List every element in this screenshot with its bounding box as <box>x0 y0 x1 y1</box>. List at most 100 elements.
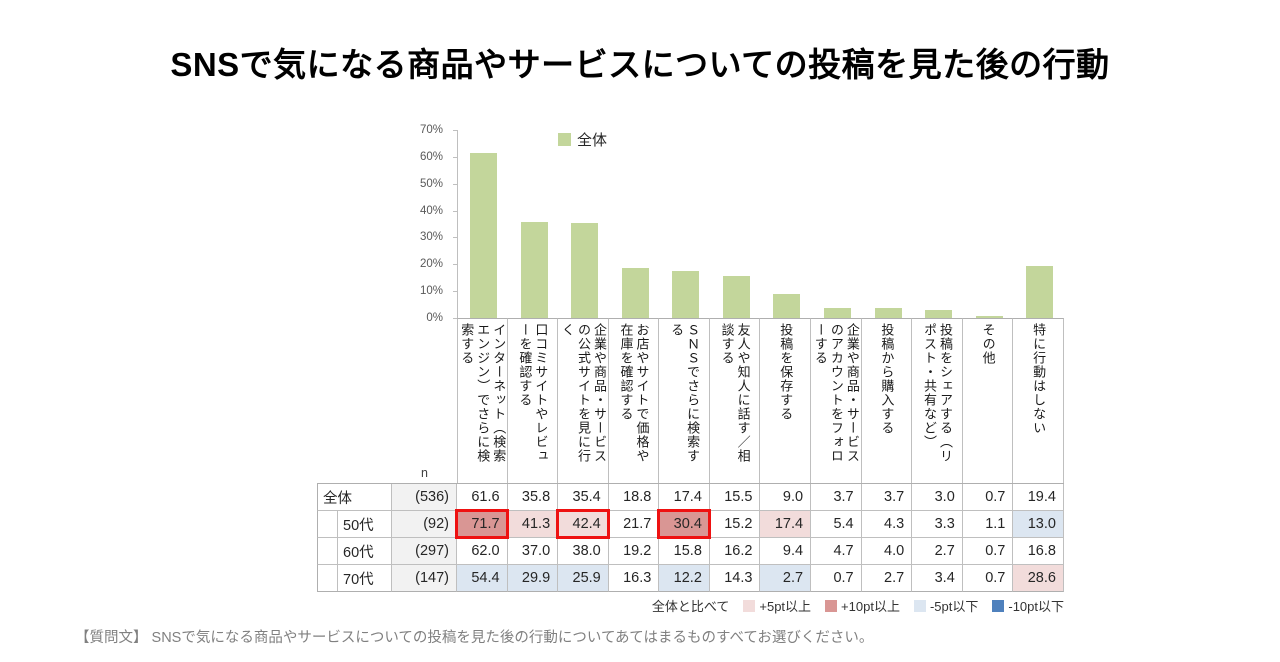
y-axis-label: 40% <box>419 204 443 217</box>
category-label: 企業や商品・サービスのアカウントをフォローする <box>812 323 860 463</box>
table-cell: 37.0 <box>507 538 559 565</box>
category-header-cell: 口コミサイトやレビューを確認する <box>507 318 559 483</box>
table-cell: 19.2 <box>608 538 660 565</box>
category-label: ＳＮＳでさらに検索する <box>669 323 701 463</box>
page-title: SNSで気になる商品やサービスについての投稿を見た後の行動 <box>170 46 1110 83</box>
category-label: お店やサイトで価格や在庫を確認する <box>618 323 650 463</box>
compare-legend-swatch-icon <box>743 599 756 612</box>
compare-legend-item: -5pt以下 <box>913 596 979 615</box>
table-n-value: (147) <box>392 565 457 592</box>
chart-legend-label: 全体 <box>577 132 608 149</box>
y-axis-label: 50% <box>419 177 443 190</box>
table-cell: 41.3 <box>507 511 559 538</box>
legend-color-icon <box>558 133 571 146</box>
chart-legend: 全体 <box>558 129 607 150</box>
table-row: 50代 (92) 71.7 41.3 42.4 21.7 30.4 15.2 17.4 5.4 4.… <box>317 509 1064 539</box>
y-axis-tick-icon <box>453 210 458 212</box>
row-indent <box>318 538 338 564</box>
y-axis-tick-icon <box>453 291 458 293</box>
footnote: 【質問文】 SNSで気になる商品やサービスについての投稿を見た後の行動についてあ… <box>75 630 874 646</box>
table-cell: 15.8 <box>659 538 710 565</box>
table-cell: 9.0 <box>760 484 812 511</box>
table-cell: 2.7 <box>861 565 913 592</box>
table-cell: 61.6 <box>457 484 508 511</box>
table-cell: 9.4 <box>760 538 812 565</box>
category-header-cell: ＳＮＳでさらに検索する <box>659 318 710 483</box>
table-cell: 21.7 <box>608 511 660 538</box>
table-cell: 42.4 <box>556 509 610 539</box>
table-cell: 4.0 <box>861 538 913 565</box>
table-cell: 3.7 <box>811 484 862 511</box>
table-cell: 1.1 <box>962 511 1014 538</box>
compare-legend: 全体と比べて +5pt以上 +10pt以上 -5pt以下 -10pt以下 <box>317 596 1064 615</box>
compare-legend-prefix: 全体と比べて <box>651 599 730 614</box>
table-cell: 16.3 <box>608 565 660 592</box>
table-cell: 12.2 <box>659 565 710 592</box>
row-indent <box>318 565 338 591</box>
y-axis-label: 70% <box>419 124 443 136</box>
table-n-label: n <box>421 466 428 480</box>
compare-legend-item-label: -5pt以下 <box>929 599 979 614</box>
category-label: 投稿をシェアする（リポスト・共有など） <box>921 323 953 463</box>
table-cell: 54.4 <box>457 565 508 592</box>
table-cell: 19.4 <box>1013 484 1064 511</box>
compare-legend-item: +10pt以上 <box>825 596 900 615</box>
category-header-cell: その他 <box>962 318 1014 483</box>
row-indent <box>318 511 338 537</box>
table-n-value: (297) <box>392 538 457 565</box>
compare-legend-item: -10pt以下 <box>992 596 1064 615</box>
table-cell: 2.7 <box>912 538 963 565</box>
chart-bar <box>874 308 902 318</box>
category-label: その他 <box>980 323 996 365</box>
y-axis-label: 20% <box>419 258 443 271</box>
highlight-red-box <box>455 509 509 539</box>
y-axis-tick-icon <box>453 156 458 158</box>
table-n-value: (92) <box>392 511 457 538</box>
table-header-row: n インターネット（検索エンジン）でさらに検索する 口コミサイトやレビューを確認す… <box>317 318 1064 483</box>
table-cell: 15.5 <box>709 484 761 511</box>
table-cell: 4.3 <box>861 511 913 538</box>
chart-bar <box>773 293 801 318</box>
table-cell: 13.0 <box>1013 511 1064 538</box>
table-cell: 16.8 <box>1013 538 1064 565</box>
table-cell: 30.4 <box>657 509 711 539</box>
y-axis-tick-icon <box>453 183 458 185</box>
category-label: 企業や商品・サービスの公式サイトを見に行く <box>559 323 607 463</box>
y-axis-label: 60% <box>419 150 443 163</box>
table-cell: 0.7 <box>962 484 1014 511</box>
row-label-text: 50代 <box>343 517 374 534</box>
category-label: 特に行動はしない <box>1031 323 1047 435</box>
compare-legend-item: +5pt以上 <box>743 596 811 615</box>
category-header-cell: 投稿を保存する <box>760 318 812 483</box>
table-row: 70代 (147) 54.4 29.9 25.9 16.3 12.2 14.3 2.7 0.7 2.… <box>317 565 1064 592</box>
table-cell: 29.9 <box>507 565 559 592</box>
table-cell: 5.4 <box>811 511 862 538</box>
chart-bar <box>975 316 1003 318</box>
compare-legend-swatch-icon <box>992 599 1005 612</box>
row-label-cell: 50代 <box>317 511 392 538</box>
y-axis-tick-icon <box>453 318 458 319</box>
highlight-red-box <box>556 509 610 539</box>
table-cell: 17.4 <box>659 484 710 511</box>
table-cell: 0.7 <box>811 565 862 592</box>
category-label: 投稿から購入する <box>879 323 895 435</box>
y-axis-tick-icon <box>453 237 458 239</box>
chart-bar <box>1026 265 1054 318</box>
row-label-text: 70代 <box>343 571 374 588</box>
table-cell: 18.8 <box>608 484 660 511</box>
category-header-cell: 投稿から購入する <box>861 318 913 483</box>
category-label: 友人や知人に話す／相談する <box>719 323 751 463</box>
category-header-cell: 企業や商品・サービスの公式サイトを見に行く <box>558 318 609 483</box>
chart-bar <box>672 271 700 318</box>
compare-legend-item-label: -10pt以下 <box>1008 599 1064 614</box>
table-cell: 16.2 <box>709 538 761 565</box>
category-label: 投稿を保存する <box>778 323 794 421</box>
y-axis-label: 0% <box>426 312 443 324</box>
row-label-text: 60代 <box>343 544 374 561</box>
chart-bar <box>722 276 750 318</box>
table-cell: 0.7 <box>962 538 1014 565</box>
category-header-cell: インターネット（検索エンジン）でさらに検索する <box>457 318 508 483</box>
table-cell: 25.9 <box>558 565 609 592</box>
table-cell: 62.0 <box>457 538 508 565</box>
table-cell: 0.7 <box>962 565 1014 592</box>
